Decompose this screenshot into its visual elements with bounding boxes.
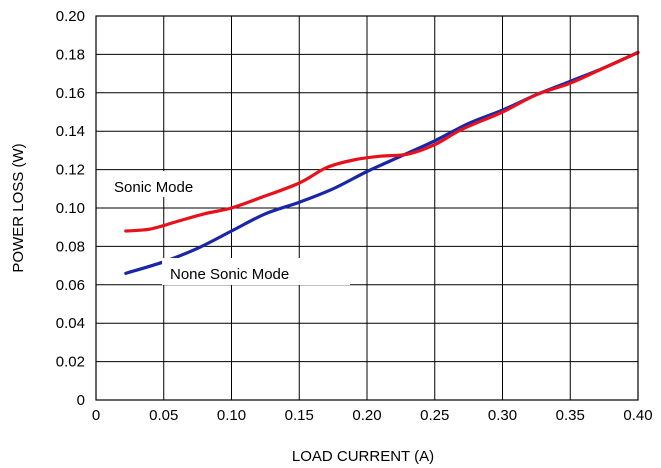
x-tick-label: 0.05 [149,407,178,424]
x-tick-label: 0.25 [420,407,449,424]
series-line-sonic-mode [124,50,640,233]
grid [95,15,639,401]
y-tick-label: 0.18 [56,46,85,63]
x-tick-label: 0.30 [488,407,517,424]
series-lines [124,50,640,275]
x-tick-label: 0.10 [217,407,246,424]
x-tick-label: 0 [92,407,100,424]
y-axis-title: POWER LOSS (W) [10,143,27,272]
y-tick-label: 0.02 [56,354,85,371]
annotation-sonic-mode: Sonic Mode [114,179,193,196]
x-axis-title: LOAD CURRENT (A) [292,448,434,465]
y-tick-label: 0.10 [56,200,85,217]
annotation-background-none-sonic [162,258,350,285]
plot-frame [95,15,639,401]
y-tick-label: 0.16 [56,85,85,102]
y-tick-label: 0 [77,392,85,409]
x-tick-label: 0.20 [352,407,381,424]
x-tick-label: 0.15 [285,407,314,424]
annotation-none-sonic-mode: None Sonic Mode [170,266,289,283]
y-tick-label: 0.14 [56,123,85,140]
y-tick-label: 0.06 [56,277,85,294]
x-tick-label: 0.35 [556,407,585,424]
x-tick-labels: 0 0.05 0.10 0.15 0.20 0.25 0.30 0.35 0.40 [92,407,653,424]
y-tick-labels: 0 0.02 0.04 0.06 0.08 0.10 0.12 0.14 0.16 0.18 0.2… [56,8,85,409]
x-tick-label: 0.40 [623,407,652,424]
y-tick-label: 0.12 [56,162,85,179]
y-tick-label: 0.20 [56,8,85,25]
annotation-background-sonic [107,171,229,197]
y-tick-label: 0.04 [56,315,85,332]
y-tick-label: 0.08 [56,238,85,255]
